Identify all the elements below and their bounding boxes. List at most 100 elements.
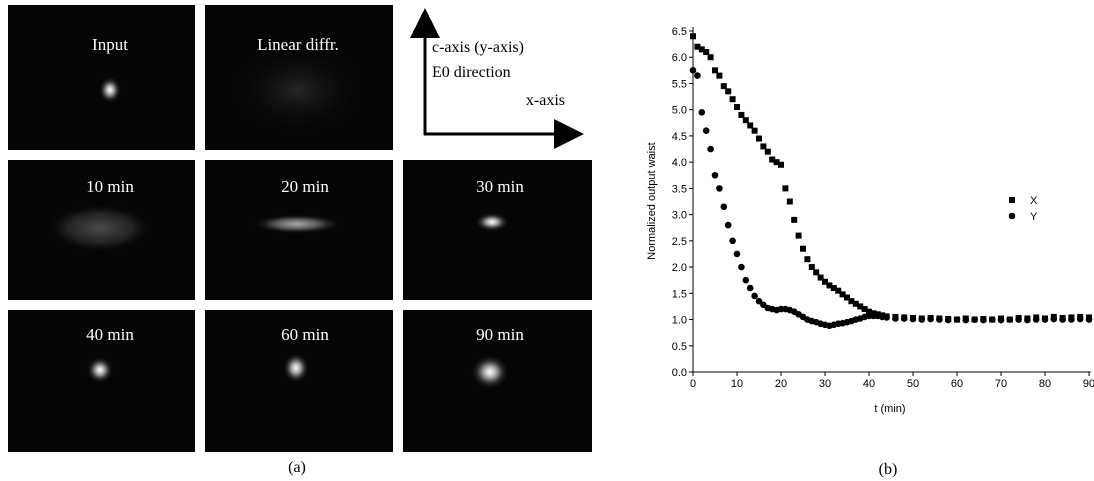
- y-tick-label: 4.5: [672, 131, 687, 143]
- caption: (a): [288, 459, 306, 476]
- marker: [751, 292, 758, 300]
- marker: [1009, 197, 1015, 203]
- marker: [742, 117, 749, 124]
- frame-label: Linear diffr.: [257, 35, 339, 54]
- beam-spot: [252, 214, 342, 234]
- y-tick-label: 3.0: [672, 210, 687, 222]
- marker: [707, 145, 714, 153]
- marker: [1068, 316, 1075, 323]
- x-tick-label: 10: [731, 378, 743, 390]
- y-tick-label: 0.5: [672, 341, 687, 353]
- marker: [756, 135, 762, 142]
- marker: [760, 143, 767, 150]
- marker: [720, 203, 728, 211]
- marker: [1032, 316, 1040, 323]
- axis-note: x-axis: [526, 92, 565, 109]
- marker: [839, 291, 846, 298]
- y-tick-label: 5.0: [672, 105, 687, 117]
- x-tick-label: 50: [907, 378, 919, 390]
- frame-label: 60 min: [281, 325, 329, 344]
- marker: [689, 67, 697, 74]
- marker: [1085, 316, 1093, 323]
- marker: [808, 264, 815, 271]
- marker: [883, 314, 890, 321]
- marker: [1015, 316, 1022, 323]
- y-axis-label: Normalized output waist: [646, 142, 658, 259]
- marker: [1024, 316, 1031, 324]
- marker: [835, 287, 842, 294]
- marker: [866, 308, 872, 315]
- marker: [1076, 315, 1084, 323]
- frame-label: 30 min: [476, 177, 524, 196]
- x-tick-label: 60: [951, 378, 963, 390]
- y-tick-label: 2.5: [672, 236, 687, 248]
- frame-label: 10 min: [86, 177, 134, 196]
- marker: [786, 198, 793, 205]
- y-tick-label: 6.0: [672, 52, 687, 64]
- marker: [800, 245, 806, 252]
- marker: [971, 316, 978, 323]
- marker: [778, 161, 784, 168]
- marker: [936, 316, 943, 323]
- frame-label: 40 min: [86, 325, 134, 344]
- marker: [857, 303, 864, 310]
- marker: [826, 282, 833, 289]
- marker: [738, 263, 745, 271]
- marker: [734, 104, 740, 111]
- marker: [813, 269, 820, 276]
- marker: [852, 300, 859, 307]
- y-tick-label: 1.0: [672, 315, 687, 327]
- y-tick-label: 4.0: [672, 157, 687, 169]
- marker: [1059, 316, 1066, 323]
- marker: [1008, 212, 1016, 220]
- beam-spot: [223, 40, 373, 140]
- y-tick-label: 1.5: [672, 288, 687, 300]
- x-tick-label: 80: [1039, 378, 1051, 390]
- marker: [769, 156, 776, 163]
- y-tick-label: 3.5: [672, 183, 687, 195]
- marker: [690, 33, 696, 40]
- y-tick-label: 0.0: [672, 367, 687, 379]
- legend-label: X: [1030, 195, 1038, 207]
- marker: [980, 316, 987, 324]
- marker: [791, 216, 798, 223]
- beam-spot: [45, 203, 155, 253]
- x-tick-label: 0: [690, 378, 696, 390]
- beam-spot: [282, 352, 310, 384]
- marker: [694, 72, 701, 79]
- marker: [861, 306, 868, 313]
- marker: [729, 237, 736, 245]
- marker: [804, 256, 811, 263]
- marker: [703, 48, 710, 55]
- marker: [1041, 316, 1049, 323]
- marker: [702, 127, 710, 134]
- frame: [8, 5, 195, 150]
- marker: [944, 316, 952, 324]
- axis-note: E0 direction: [432, 64, 511, 81]
- marker: [822, 278, 828, 285]
- x-tick-label: 30: [819, 378, 831, 390]
- marker: [962, 316, 970, 324]
- marker: [746, 284, 754, 292]
- marker: [892, 315, 899, 322]
- marker: [751, 127, 758, 134]
- marker: [782, 185, 789, 192]
- beam-spot: [86, 356, 114, 384]
- marker: [848, 298, 855, 305]
- marker: [844, 294, 850, 301]
- marker: [918, 316, 926, 323]
- marker: [698, 46, 705, 53]
- marker: [795, 232, 802, 239]
- marker: [716, 72, 723, 79]
- marker: [900, 315, 908, 322]
- marker: [953, 316, 961, 323]
- caption: (b): [879, 461, 898, 478]
- marker: [729, 96, 736, 103]
- marker: [1006, 316, 1014, 323]
- marker: [738, 111, 745, 118]
- marker: [1050, 315, 1058, 323]
- axis-note: c-axis (y-axis): [432, 39, 524, 56]
- marker: [733, 250, 741, 258]
- marker: [742, 276, 750, 284]
